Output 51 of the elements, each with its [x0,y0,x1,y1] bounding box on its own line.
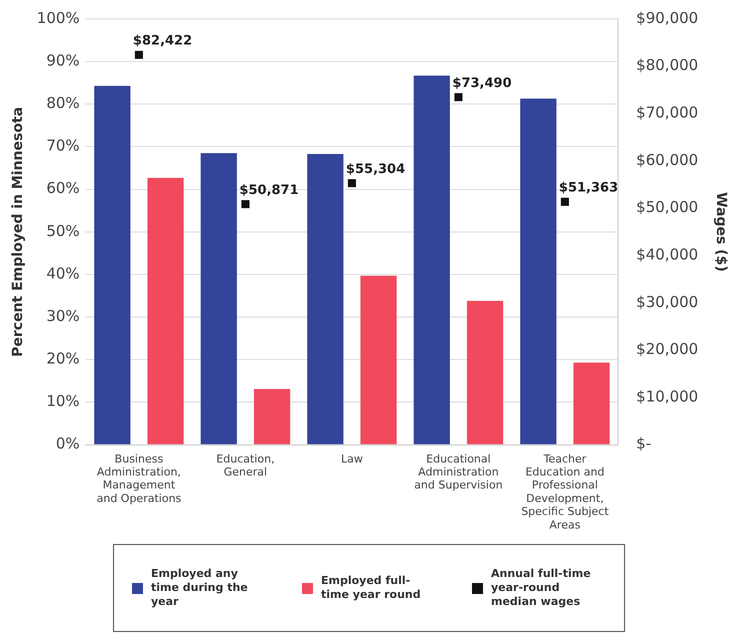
point [560,198,569,206]
x-tick-label: Teacher Education and Professional Development, Specific Subject Areas [521,452,610,532]
y-tick-label: 40% [46,264,80,282]
y2-tick-label: $40,000 [636,245,698,264]
x-tick-label: Education, General [216,452,275,478]
y2-tick-label: $90,000 [636,8,698,27]
bar [466,300,504,444]
x-tick-label: Law [340,452,363,466]
y2-tick-label: $50,000 [636,198,698,216]
y-tick-label: 0% [56,434,80,453]
y-tick-label: 100% [36,8,80,27]
y-tick-label: 20% [46,350,80,368]
point [348,179,356,188]
legend-label: Annual full-time year-round median wages [491,567,592,609]
bar [520,98,556,444]
y-tick-label: 80% [46,94,80,112]
bar [147,178,184,444]
y2-tick-label: $80,000 [636,56,698,74]
y2-tick-label: $10,000 [636,387,698,406]
y-tick-label: 90% [46,51,80,70]
bar [573,362,610,444]
y2-tick-label: $- [636,434,652,453]
data-label: $73,490 [452,76,512,91]
point [241,200,250,208]
y-tick-label: 70% [46,136,80,155]
x-tick-label: Educational Administration and Supervision [414,452,503,492]
bar [414,76,450,444]
y-axis-title: Percent Employed in Minnesota [10,106,26,357]
y-tick-label: 50% [46,222,80,240]
data-label: $50,871 [239,183,299,198]
bar [94,86,130,444]
data-label: $55,304 [346,162,406,178]
data-label: $51,363 [558,180,618,196]
legend-label: Employed full-time year round [321,574,422,602]
y2-tick-label: $30,000 [636,292,698,311]
bar [254,389,290,444]
data-label: $82,422 [132,34,192,49]
point [134,50,143,59]
y-tick-label: 30% [46,306,80,325]
point [454,93,462,102]
y2-axis-title: Wages ($) [712,192,729,272]
y2-tick-label: $70,000 [636,104,698,122]
bar [307,154,344,444]
bar [360,276,397,444]
y-tick-label: 10% [46,392,80,410]
x-tick-label: Business Administration, Management and Operations [96,452,182,505]
y2-tick-label: $20,000 [636,340,698,358]
bar [200,153,237,444]
legend-label: Employed any time during the year [151,567,249,609]
y-tick-label: 60% [46,179,80,198]
y2-tick-label: $60,000 [636,150,698,169]
